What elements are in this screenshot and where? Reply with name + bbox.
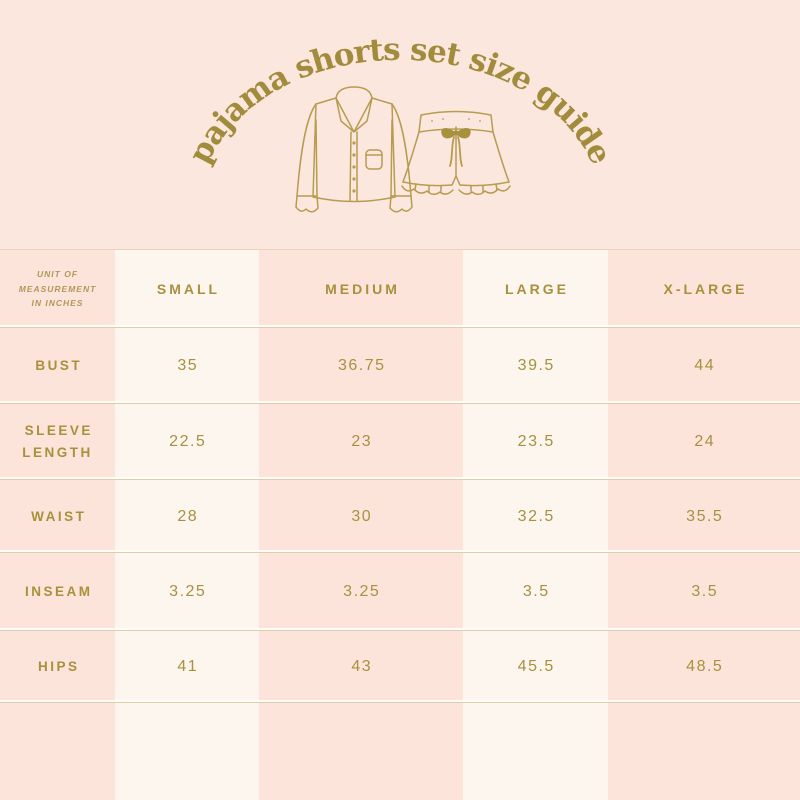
page-title: pajama shorts set size guide	[182, 32, 619, 170]
bust-medium-value: 36.75	[259, 328, 463, 404]
waist-medium-value: 30	[259, 480, 463, 553]
row-label-bust: BUST	[0, 328, 115, 404]
col-header-small: SMALL	[115, 250, 259, 328]
waist-xlarge-value: 35.5	[608, 480, 800, 553]
bust-xlarge-value: 44	[608, 328, 800, 404]
col-header-medium: MEDIUM	[259, 250, 463, 328]
header-section: pajama shorts set size guide	[0, 0, 800, 249]
pajama-shorts-illustration	[401, 110, 511, 195]
sleeve-small-value: 22.5	[115, 404, 259, 480]
sleeve-medium-value: 23	[259, 404, 463, 480]
col-header-xlarge: X-LARGE	[608, 250, 800, 328]
hips-medium-value: 43	[259, 631, 463, 703]
waist-small-value: 28	[115, 480, 259, 553]
empty-cell	[463, 703, 608, 800]
hips-xlarge-value: 48.5	[608, 631, 800, 703]
empty-cell	[259, 703, 463, 800]
bust-small-value: 35	[115, 328, 259, 404]
inseam-small-value: 3.25	[115, 553, 259, 631]
empty-cell	[115, 703, 259, 800]
page-title-arc: pajama shorts set size guide	[182, 32, 618, 170]
row-label-sleeve-length: SLEEVE LENGTH	[0, 404, 115, 480]
sleeve-xlarge-value: 24	[608, 404, 800, 480]
inseam-xlarge-value: 3.5	[608, 553, 800, 631]
empty-cell	[608, 703, 800, 800]
size-table: UNIT OF MEASUREMENT IN INCHES SMALL MEDI…	[0, 249, 800, 800]
empty-cell	[0, 703, 115, 800]
row-label-inseam: INSEAM	[0, 553, 115, 631]
inseam-large-value: 3.5	[463, 553, 608, 631]
waist-large-value: 32.5	[463, 480, 608, 553]
col-header-large: LARGE	[463, 250, 608, 328]
sleeve-large-value: 23.5	[463, 404, 608, 480]
inseam-medium-value: 3.25	[259, 553, 463, 631]
drawstring-bow	[441, 128, 471, 139]
bust-large-value: 39.5	[463, 328, 608, 404]
hips-small-value: 41	[115, 631, 259, 703]
pajama-shirt-illustration	[295, 86, 413, 213]
hips-large-value: 45.5	[463, 631, 608, 703]
row-label-waist: WAIST	[0, 480, 115, 553]
row-label-hips: HIPS	[0, 631, 115, 703]
title-and-illustration: pajama shorts set size guide	[182, 32, 619, 213]
unit-note: UNIT OF MEASUREMENT IN INCHES	[0, 250, 115, 328]
